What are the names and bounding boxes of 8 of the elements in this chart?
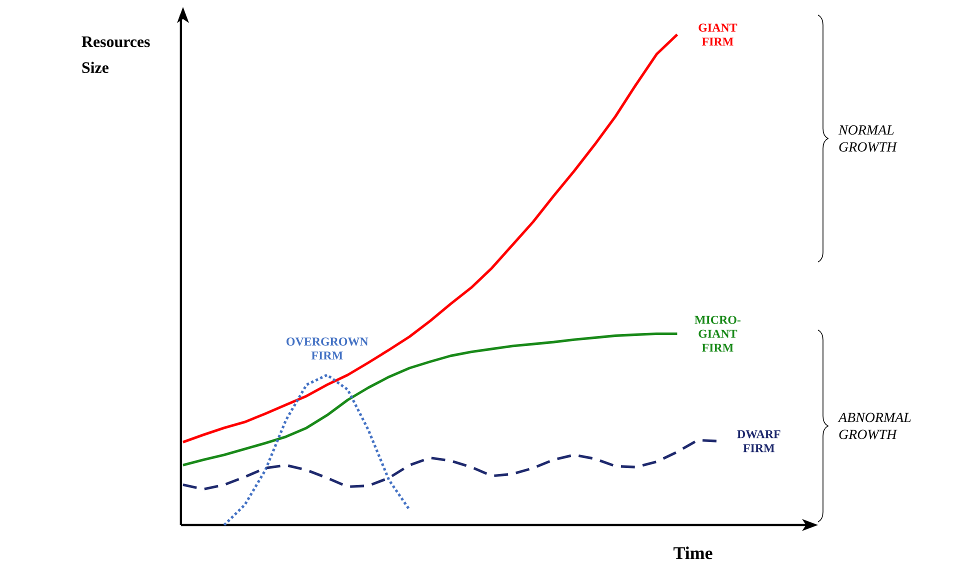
y-axis-title: Resources Size <box>82 36 150 74</box>
x-axis-title: Time <box>674 546 712 560</box>
text: OVERGROWN FIRM <box>286 338 368 360</box>
text: ABNORMAL GROWTH <box>838 412 911 440</box>
series-label: GIANT FIRM <box>698 24 738 46</box>
text: NORMAL GROWTH <box>838 125 898 152</box>
series-label: MICRO-GIANT FIRM <box>694 316 741 352</box>
series-label: DWARF FIRM <box>737 430 780 452</box>
